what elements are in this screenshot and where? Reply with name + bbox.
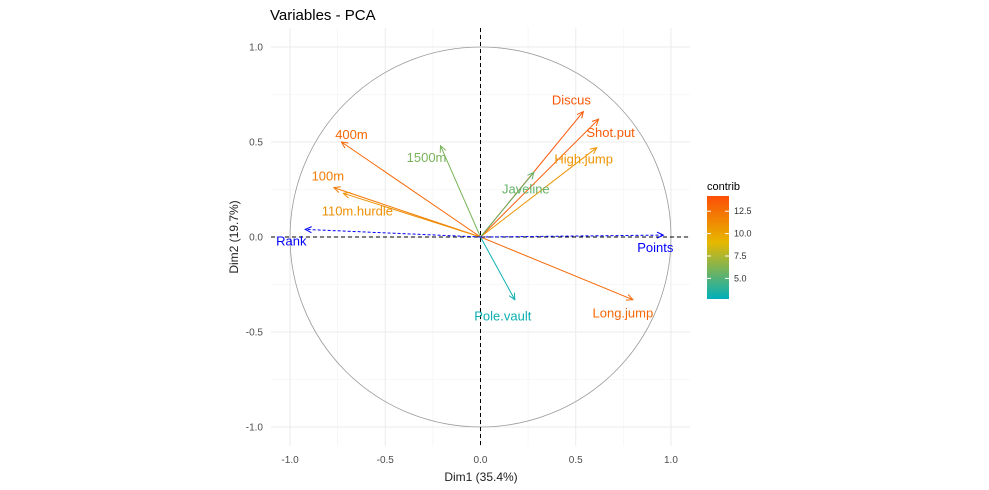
var-pole-vault-arrow-head: [508, 292, 516, 301]
y-tick-label: 1.0: [249, 43, 263, 54]
supp-rank-label: Rank: [276, 233, 307, 248]
y-tick-label: 0.5: [249, 138, 263, 149]
var-400m-arrow: [340, 141, 481, 238]
var-110m-hurdle-arrow: [342, 191, 481, 238]
legend-tick-label: 5.0: [734, 273, 747, 283]
x-tick-label: 0.0: [474, 455, 488, 466]
supp-points-label: Points: [637, 240, 674, 255]
supp-rank-arrow-shaft: [305, 228, 481, 238]
x-tick-label: -1.0: [281, 455, 299, 466]
var-110m-hurdle-arrow-shaft: [343, 192, 481, 238]
var-shot-put-arrow-shaft: [480, 118, 599, 238]
var-long-jump-arrow-shaft: [480, 236, 634, 301]
var-shot-put-arrow-head: [591, 118, 600, 126]
var-shot-put-arrow: [480, 118, 600, 238]
x-tick-label: 0.5: [569, 455, 583, 466]
var-110m-hurdle-arrow-head: [342, 191, 351, 199]
var-discus-arrow-head: [576, 110, 585, 119]
var-high-jump-arrow-shaft: [480, 147, 597, 238]
x-axis-label: Dim1 (35.4%): [444, 470, 517, 484]
legend-color-bar: [707, 196, 729, 299]
var-long-jump-label: Long.jump: [593, 306, 654, 321]
var-400m-arrow-shaft: [341, 141, 481, 238]
var-javeline-arrow: [480, 171, 535, 238]
var-400m-label: 400m: [335, 127, 368, 142]
legend-ticks: 5.0 7.5 10.0 12.5: [707, 206, 752, 283]
var-javeline-label: Javeline: [502, 181, 550, 196]
tick-labels: -1.0 -0.5 0.0 0.5 1.0 -1.0 -0.5 0.0 0.5 1.0: [246, 43, 679, 467]
var-shot-put-label: Shot.put: [586, 125, 635, 140]
x-tick-label: 1.0: [664, 455, 678, 466]
var-pole-vault-arrow-shaft: [480, 236, 516, 300]
var-high-jump-arrow-head: [589, 146, 598, 155]
variable-labels: 400m 1500m 100m 110m.hurdle Discus Shot.put Hi…: [276, 93, 674, 324]
y-tick-label: -1.0: [246, 423, 264, 434]
var-long-jump-arrow-head: [625, 294, 634, 301]
contrib-legend: contrib 5.0 7.5 10.0 12.5: [707, 181, 752, 299]
var-1500m-arrow-shaft: [440, 145, 481, 238]
supp-rank-arrow-head: [304, 226, 312, 234]
var-high-jump-arrow: [480, 146, 598, 238]
legend-tick-label: 7.5: [734, 251, 747, 261]
y-tick-label: -0.5: [246, 328, 264, 339]
variable-arrows: [304, 110, 665, 301]
var-pole-vault-arrow: [480, 236, 516, 301]
var-1500m-label: 1500m: [407, 150, 447, 165]
supp-points-arrow-head: [656, 231, 665, 239]
var-1500m-arrow-head: [439, 144, 447, 153]
y-tick-label: 0.0: [249, 233, 263, 244]
var-pole-vault-label: Pole.vault: [474, 309, 531, 324]
y-axis-label: Dim2 (19.7%): [227, 200, 241, 273]
var-100m-label: 100m: [312, 169, 345, 184]
var-javeline-arrow-head: [527, 171, 535, 180]
legend-tick-label: 12.5: [734, 206, 752, 216]
var-long-jump-arrow: [480, 236, 634, 301]
supp-points-arrow-shaft: [480, 234, 664, 238]
var-discus-label: Discus: [552, 93, 592, 108]
var-high-jump-label: High.jump: [554, 152, 613, 167]
legend-tick-label: 10.0: [734, 229, 752, 239]
var-javeline-arrow-shaft: [480, 172, 535, 238]
supp-rank-arrow: [304, 226, 481, 238]
supp-points-arrow: [480, 231, 665, 239]
var-400m-arrow-head: [340, 141, 349, 149]
x-tick-label: -0.5: [377, 455, 395, 466]
chart-title: Variables - PCA: [270, 7, 376, 24]
var-100m-arrow-head: [332, 186, 341, 193]
var-110m-hurdle-label: 110m.hurdle: [322, 203, 393, 218]
var-1500m-arrow: [439, 144, 481, 238]
legend-title: contrib: [707, 181, 740, 193]
